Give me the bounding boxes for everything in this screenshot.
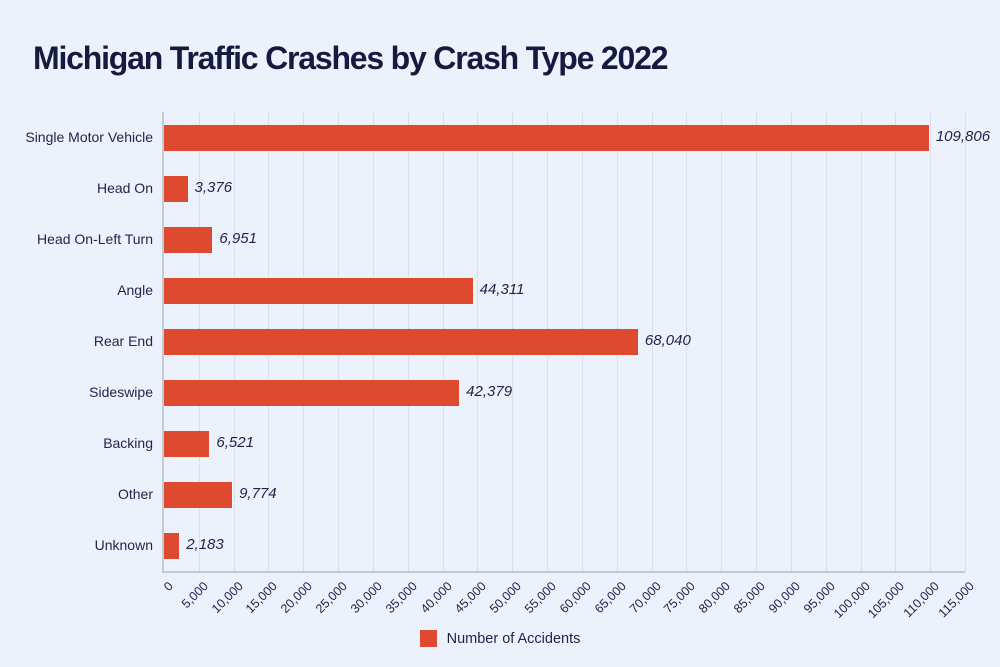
- x-tick-label: 15,000: [243, 579, 281, 616]
- chart-title: Michigan Traffic Crashes by Crash Type 2…: [33, 40, 668, 76]
- gridline: [965, 112, 966, 571]
- bar: [164, 226, 213, 253]
- x-tick-label: 110,000: [900, 579, 943, 621]
- value-label: 9,774: [239, 484, 277, 502]
- bar: [164, 124, 929, 151]
- bar: [164, 532, 180, 559]
- x-tick-label: 85,000: [730, 579, 768, 616]
- x-tick-label: 10,000: [208, 579, 246, 616]
- x-tick-label: 105,000: [865, 579, 908, 621]
- value-label: 3,376: [194, 178, 233, 196]
- bar: [164, 175, 188, 202]
- gridline: [895, 112, 897, 571]
- legend-label: Number of Accidents: [446, 630, 581, 647]
- category-label: Sideswipe: [89, 383, 153, 400]
- value-label: 42,379: [466, 382, 513, 400]
- gridline: [651, 112, 653, 571]
- gridline: [686, 112, 688, 571]
- category-label: Angle: [117, 281, 153, 298]
- x-tick-label: 0: [161, 579, 176, 594]
- x-tick-label: 45,000: [452, 579, 490, 616]
- x-tick-label: 20,000: [278, 579, 316, 616]
- category-label: Rear End: [93, 332, 153, 349]
- x-tick-label: 25,000: [313, 579, 351, 616]
- x-tick-label: 5,000: [178, 579, 211, 612]
- value-label: 44,311: [479, 280, 525, 298]
- x-tick-label: 90,000: [765, 579, 803, 616]
- x-tick-label: 55,000: [522, 579, 559, 616]
- legend: Number of Accidents: [0, 630, 1000, 647]
- gridline: [790, 112, 792, 571]
- gridline: [721, 112, 723, 571]
- category-label: Backing: [103, 434, 153, 451]
- gridline: [825, 112, 827, 571]
- value-label: 6,951: [219, 229, 257, 247]
- value-label: 6,521: [216, 433, 254, 451]
- x-tick-label: 35,000: [382, 579, 420, 616]
- plot-area: [162, 112, 966, 573]
- x-tick-label: 65,000: [591, 579, 629, 616]
- bar: [164, 379, 460, 406]
- value-label: 109,806: [935, 127, 991, 145]
- bar: [164, 277, 473, 304]
- category-label: Single Motor Vehicle: [25, 128, 153, 145]
- x-tick-label: 75,000: [661, 579, 699, 616]
- category-label: Head On-Left Turn: [37, 230, 153, 247]
- category-label: Unknown: [94, 536, 153, 553]
- value-label: 2,183: [186, 535, 224, 553]
- x-tick-label: 100,000: [830, 579, 873, 621]
- x-tick-label: 30,000: [347, 579, 385, 616]
- bar: [164, 481, 233, 508]
- value-label: 68,040: [644, 331, 691, 349]
- gridline: [930, 112, 932, 571]
- x-tick-label: 80,000: [696, 579, 734, 616]
- x-tick-label: 40,000: [417, 579, 455, 616]
- category-label: Head On: [96, 179, 153, 196]
- bar: [164, 328, 638, 355]
- x-tick-label: 50,000: [487, 579, 525, 616]
- x-tick-label: 60,000: [556, 579, 594, 616]
- bar: [164, 430, 210, 457]
- x-tick-label: 115,000: [935, 579, 977, 621]
- gridline: [756, 112, 758, 571]
- x-tick-label: 70,000: [626, 579, 664, 616]
- legend-swatch-icon: [419, 630, 437, 647]
- gridline: [860, 112, 862, 571]
- category-label: Other: [117, 485, 153, 502]
